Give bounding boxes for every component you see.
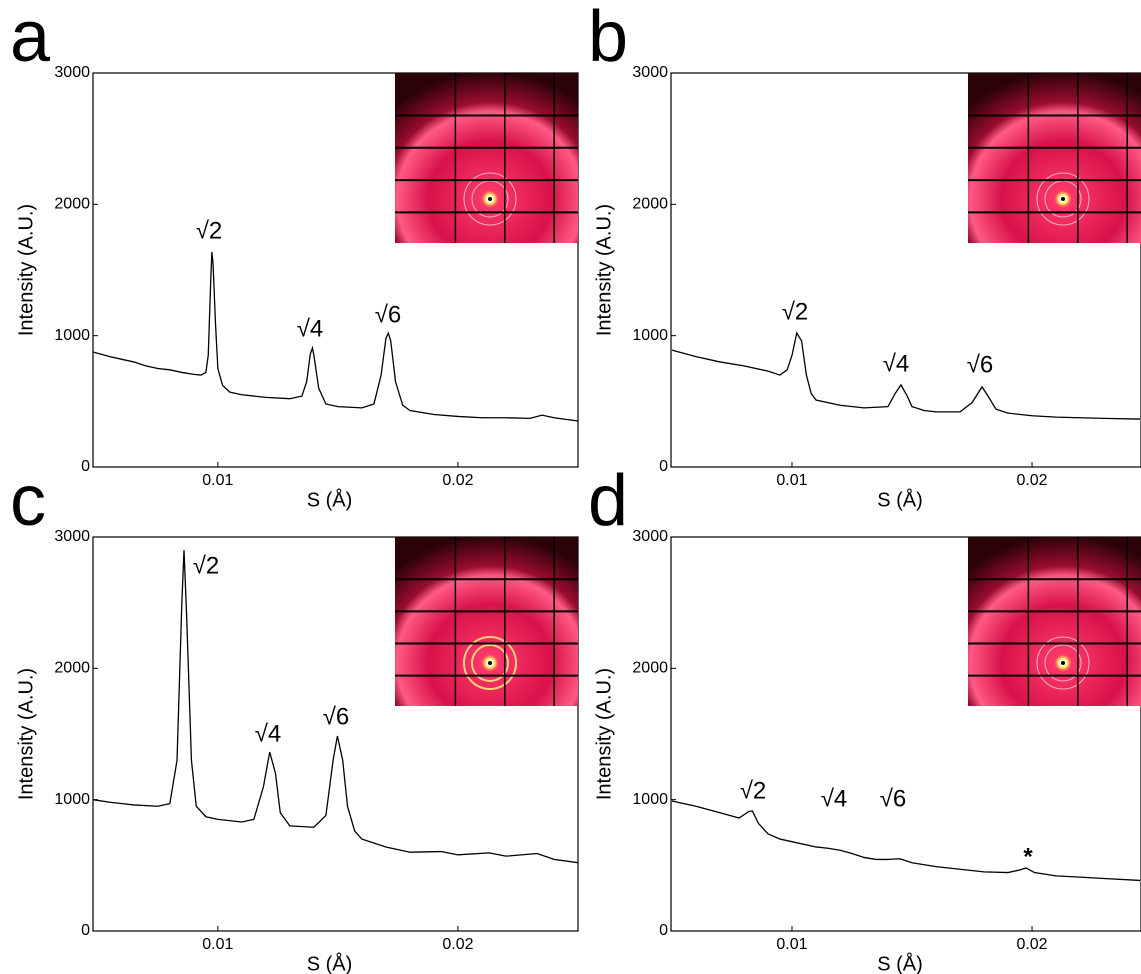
y-tick-label: 0 xyxy=(81,458,90,475)
inset-bg xyxy=(968,73,1141,243)
inset-bg xyxy=(395,73,578,243)
x-tick-label: 0.02 xyxy=(1016,936,1047,953)
y-tick-label: 0 xyxy=(659,458,668,475)
intensity-line xyxy=(93,550,578,864)
y-tick-label: 0 xyxy=(81,922,90,939)
plot-frame xyxy=(92,536,579,932)
inset-bg xyxy=(968,537,1141,706)
inset-bg xyxy=(395,537,578,706)
x-tick-label: 0.01 xyxy=(202,472,233,489)
x-tick-label: 0.02 xyxy=(442,936,473,953)
inset-image xyxy=(968,537,1141,706)
y-tick-label: 2000 xyxy=(54,660,90,677)
x-tick-label: 0.02 xyxy=(442,472,473,489)
peak-annotation: √2 xyxy=(196,217,223,244)
panel-letter: c xyxy=(10,461,46,541)
plot-frame xyxy=(670,536,1141,932)
panel-letter: d xyxy=(588,461,628,541)
peak-annotation: √2 xyxy=(782,298,809,325)
peak-annotation: √4 xyxy=(883,350,910,377)
diffraction-ring xyxy=(471,644,509,682)
y-tick-label: 1000 xyxy=(54,327,90,344)
beam-stop xyxy=(488,197,492,201)
peak-annotation: √2 xyxy=(193,552,220,579)
x-axis-label: S (Å) xyxy=(877,488,923,511)
saxs-inset xyxy=(395,537,578,706)
panel-letter: a xyxy=(10,0,51,77)
peak-annotation: √2 xyxy=(740,777,767,804)
y-tick-label: 1000 xyxy=(54,791,90,808)
saxs-inset xyxy=(968,73,1141,243)
peak-annotation: √4 xyxy=(297,315,324,342)
diffraction-ring xyxy=(463,172,517,226)
peak-annotation: √6 xyxy=(375,301,402,328)
x-tick-label: 0.01 xyxy=(776,472,807,489)
x-axis-label: S (Å) xyxy=(877,952,923,974)
y-tick-label: 3000 xyxy=(54,528,90,545)
saxs-inset xyxy=(395,73,578,243)
y-axis-label: Intensity (A.U.) xyxy=(593,668,615,800)
intensity-line xyxy=(671,331,1141,420)
x-tick-label: 0.01 xyxy=(776,936,807,953)
x-tick-label: 0.02 xyxy=(1016,472,1047,489)
x-axis-label: S (Å) xyxy=(307,952,353,974)
saxs-inset xyxy=(968,537,1141,706)
y-axis-label: Intensity (A.U.) xyxy=(15,204,37,336)
peak-annotation: √4 xyxy=(255,720,282,747)
inset-image xyxy=(395,537,578,706)
y-tick-label: 3000 xyxy=(54,64,90,81)
diffraction-ring xyxy=(463,636,517,690)
beam-stop xyxy=(488,661,492,665)
diffraction-ring xyxy=(1036,172,1090,226)
peak-annotation: √6 xyxy=(967,351,994,378)
beam-stop xyxy=(1061,197,1065,201)
y-tick-label: 1000 xyxy=(632,327,668,344)
y-tick-label: 2000 xyxy=(54,196,90,213)
intensity-line xyxy=(93,251,578,422)
diffraction-ring xyxy=(1036,636,1090,690)
y-axis-label: Intensity (A.U.) xyxy=(593,204,615,336)
y-tick-label: 2000 xyxy=(632,196,668,213)
y-tick-label: 0 xyxy=(659,922,668,939)
peak-annotation: * xyxy=(1023,843,1033,870)
y-axis-label: Intensity (A.U.) xyxy=(15,668,37,800)
intensity-line xyxy=(671,800,1141,882)
x-tick-label: 0.01 xyxy=(202,936,233,953)
x-axis-label: S (Å) xyxy=(307,488,353,511)
inset-image xyxy=(968,73,1141,243)
panel-letter: b xyxy=(588,0,628,77)
peak-annotation: √6 xyxy=(323,703,350,730)
inset-image xyxy=(395,73,578,243)
plot-frame xyxy=(670,72,1141,468)
peak-annotation: √4 xyxy=(821,785,848,812)
beam-stop xyxy=(1061,661,1065,665)
peak-annotation: √6 xyxy=(880,785,907,812)
diffraction-ring xyxy=(1044,644,1082,682)
y-tick-label: 1000 xyxy=(632,791,668,808)
y-tick-label: 3000 xyxy=(632,64,668,81)
plot-frame xyxy=(92,72,579,468)
y-tick-label: 3000 xyxy=(632,528,668,545)
y-tick-label: 2000 xyxy=(632,660,668,677)
